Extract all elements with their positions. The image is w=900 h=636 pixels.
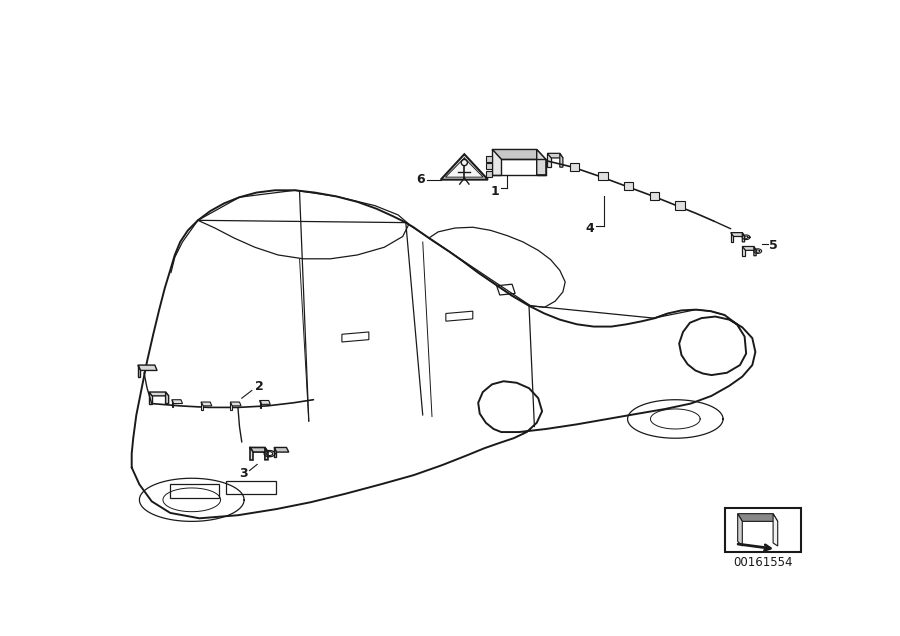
Polygon shape [138,365,157,370]
Polygon shape [492,149,501,175]
Polygon shape [230,402,241,406]
Polygon shape [138,365,140,377]
Polygon shape [731,233,734,242]
Text: 6: 6 [417,173,425,186]
Polygon shape [624,182,633,190]
Polygon shape [172,399,174,408]
Polygon shape [547,153,562,158]
Polygon shape [166,392,168,404]
Polygon shape [230,402,232,410]
Polygon shape [201,402,212,406]
Text: 3: 3 [239,467,248,480]
Polygon shape [570,163,579,171]
Polygon shape [742,247,744,256]
Polygon shape [738,514,742,546]
Polygon shape [148,392,168,396]
Polygon shape [441,155,488,179]
Polygon shape [560,153,562,167]
Polygon shape [172,399,183,404]
Polygon shape [773,514,778,546]
Polygon shape [675,201,685,209]
Polygon shape [249,448,268,452]
Polygon shape [738,514,778,522]
Text: 4: 4 [586,221,594,235]
Polygon shape [742,247,756,251]
Polygon shape [754,247,756,256]
Text: 5: 5 [769,239,778,252]
Polygon shape [265,448,268,460]
Polygon shape [274,448,289,452]
Polygon shape [486,171,492,177]
Text: 1: 1 [491,185,500,198]
Polygon shape [201,402,203,410]
Polygon shape [742,233,744,242]
Polygon shape [274,448,276,457]
Polygon shape [249,448,253,460]
Polygon shape [598,172,608,180]
Text: 00161554: 00161554 [734,556,793,569]
Polygon shape [492,149,546,160]
Polygon shape [259,401,270,404]
Polygon shape [486,156,492,162]
Polygon shape [259,401,261,408]
Polygon shape [547,153,551,167]
Polygon shape [148,392,152,404]
Polygon shape [650,192,659,200]
Polygon shape [536,149,546,175]
Bar [725,508,801,552]
Polygon shape [486,163,492,169]
Polygon shape [731,233,744,237]
Text: 2: 2 [255,380,264,393]
